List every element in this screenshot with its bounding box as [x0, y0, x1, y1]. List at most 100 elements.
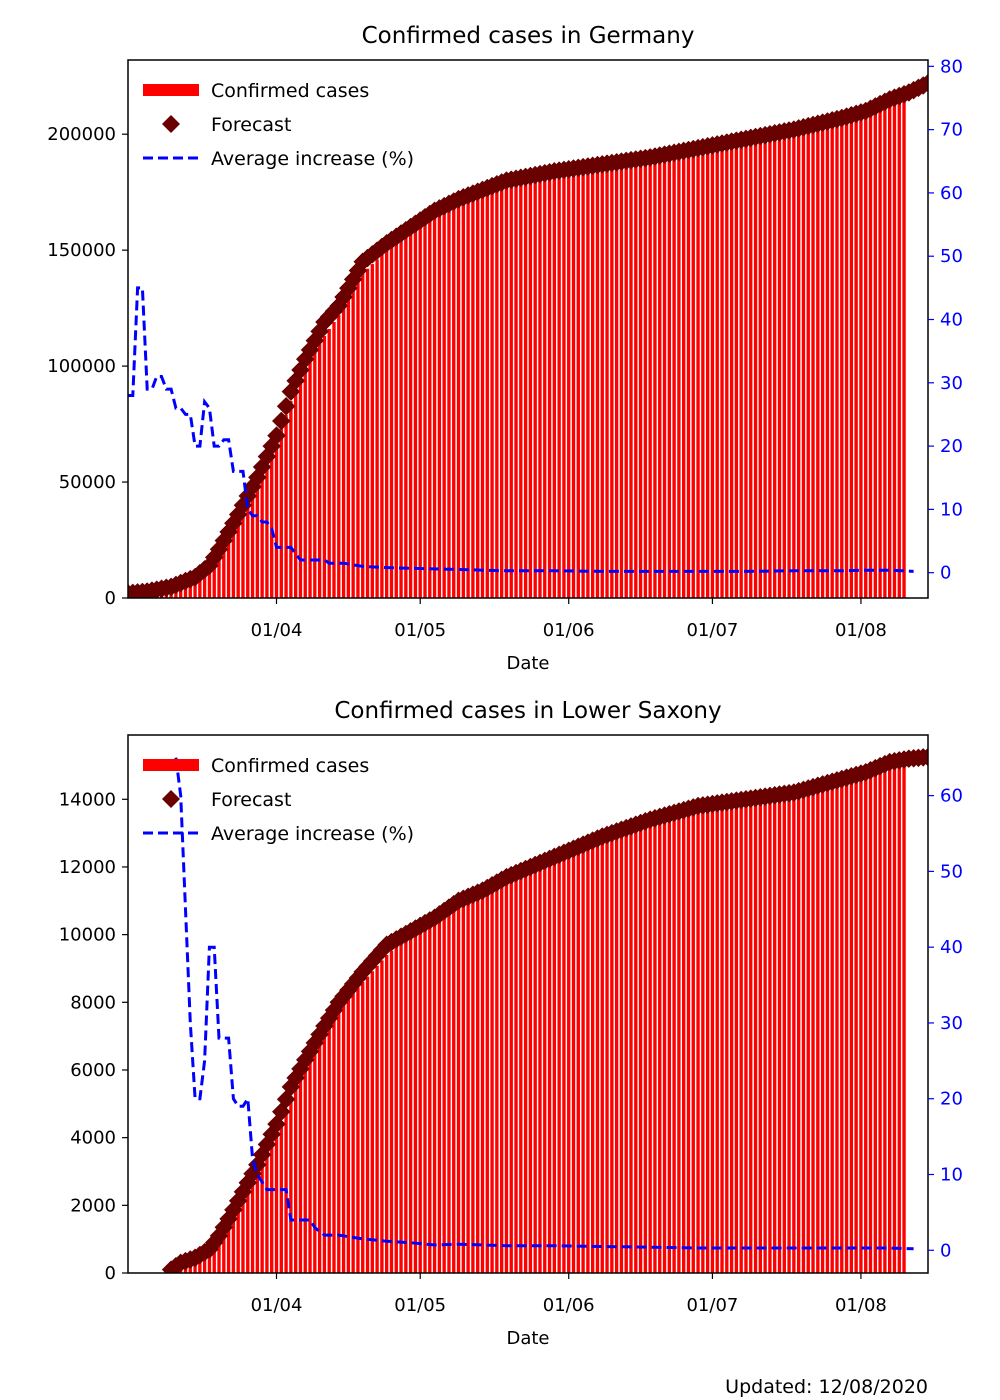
bar: [677, 814, 681, 1273]
legend-label: Confirmed cases: [211, 80, 369, 102]
y-tick-label: 10000: [59, 925, 116, 946]
bar: [332, 1018, 336, 1273]
plot-frame: [127, 734, 929, 1274]
forecast-marker: [918, 73, 928, 93]
bar: [351, 992, 355, 1273]
bar: [246, 499, 250, 598]
bar: [499, 187, 504, 598]
bar: [864, 115, 868, 598]
bar: [782, 136, 786, 598]
bar: [682, 813, 686, 1273]
bar: [835, 783, 839, 1273]
bar: [533, 871, 537, 1273]
x-tick-label: 01/05: [394, 1295, 446, 1316]
bar: [274, 1134, 279, 1273]
bar: [725, 147, 729, 598]
bar: [337, 315, 341, 598]
bar: [399, 942, 403, 1273]
legend-label: Forecast: [211, 789, 291, 811]
bar: [605, 168, 609, 598]
bar: [236, 1206, 240, 1273]
bar: [888, 106, 892, 598]
bar: [792, 795, 796, 1273]
bar: [586, 171, 590, 598]
bar: [317, 1044, 322, 1273]
bar: [265, 1152, 269, 1273]
bar: [610, 167, 614, 598]
y2-tick-label: 30: [940, 1013, 963, 1034]
bar: [495, 887, 499, 1273]
bar: [801, 793, 806, 1273]
bar: [868, 113, 873, 598]
bar: [313, 351, 317, 598]
bar: [902, 762, 906, 1273]
bar: [768, 138, 772, 598]
bar: [658, 160, 662, 598]
bar: [725, 805, 729, 1273]
bar: [212, 562, 216, 598]
y2-tick-label: 0: [940, 563, 951, 584]
forecast-marker: [276, 396, 296, 416]
bar: [816, 128, 820, 598]
chart-title: Confirmed cases in Lower Saxony: [334, 698, 721, 724]
average-increase-line: [128, 286, 914, 573]
bar: [389, 246, 394, 598]
bar: [547, 176, 552, 598]
bar: [437, 213, 442, 598]
bar: [466, 900, 470, 1273]
bar: [686, 812, 691, 1273]
bar: [226, 1222, 231, 1273]
x-tick-label: 01/06: [543, 620, 595, 641]
bar: [600, 839, 604, 1273]
bar: [385, 954, 389, 1273]
bar: [322, 335, 327, 598]
bar: [614, 834, 619, 1273]
bar: [619, 833, 624, 1273]
legend-label: Average increase (%): [211, 823, 414, 845]
y2-tick-label: 10: [940, 1164, 963, 1185]
bar: [705, 150, 710, 598]
bar: [293, 1088, 298, 1273]
bar: [849, 119, 854, 598]
bar: [322, 1036, 327, 1273]
y2-tick-label: 0: [940, 1240, 951, 1261]
bar: [883, 767, 887, 1273]
bar: [729, 804, 734, 1273]
bar: [610, 836, 614, 1273]
bar: [811, 790, 815, 1273]
y-tick-label: 0: [105, 1263, 116, 1284]
bar: [332, 322, 336, 598]
bar: [710, 149, 715, 598]
bar: [198, 1257, 202, 1273]
bar: [567, 856, 571, 1273]
bar: [552, 863, 557, 1273]
bar: [629, 829, 633, 1273]
bar: [461, 201, 466, 598]
bar: [806, 130, 810, 598]
y-tick-label: 2000: [70, 1195, 116, 1216]
bar: [346, 298, 351, 598]
bar: [413, 228, 418, 598]
legend: Confirmed cases Forecast Average increase …: [143, 80, 414, 170]
forecast-marker: [271, 411, 291, 431]
bar: [873, 771, 877, 1273]
bar: [456, 203, 461, 598]
bar: [787, 796, 791, 1273]
y-tick-label: 12000: [59, 857, 116, 878]
bar: [567, 173, 571, 598]
bar: [557, 175, 561, 598]
bar: [744, 802, 748, 1273]
bar: [341, 306, 346, 598]
bar: [796, 794, 801, 1273]
bar: [739, 803, 743, 1273]
bar: [303, 366, 307, 598]
bar: [260, 1162, 264, 1273]
bar: [629, 164, 633, 598]
bar: [696, 152, 700, 598]
bar: [404, 235, 408, 598]
bar: [432, 215, 437, 598]
bar: [888, 765, 892, 1273]
bar: [787, 135, 791, 598]
bar: [840, 122, 844, 598]
bar: [389, 950, 394, 1273]
